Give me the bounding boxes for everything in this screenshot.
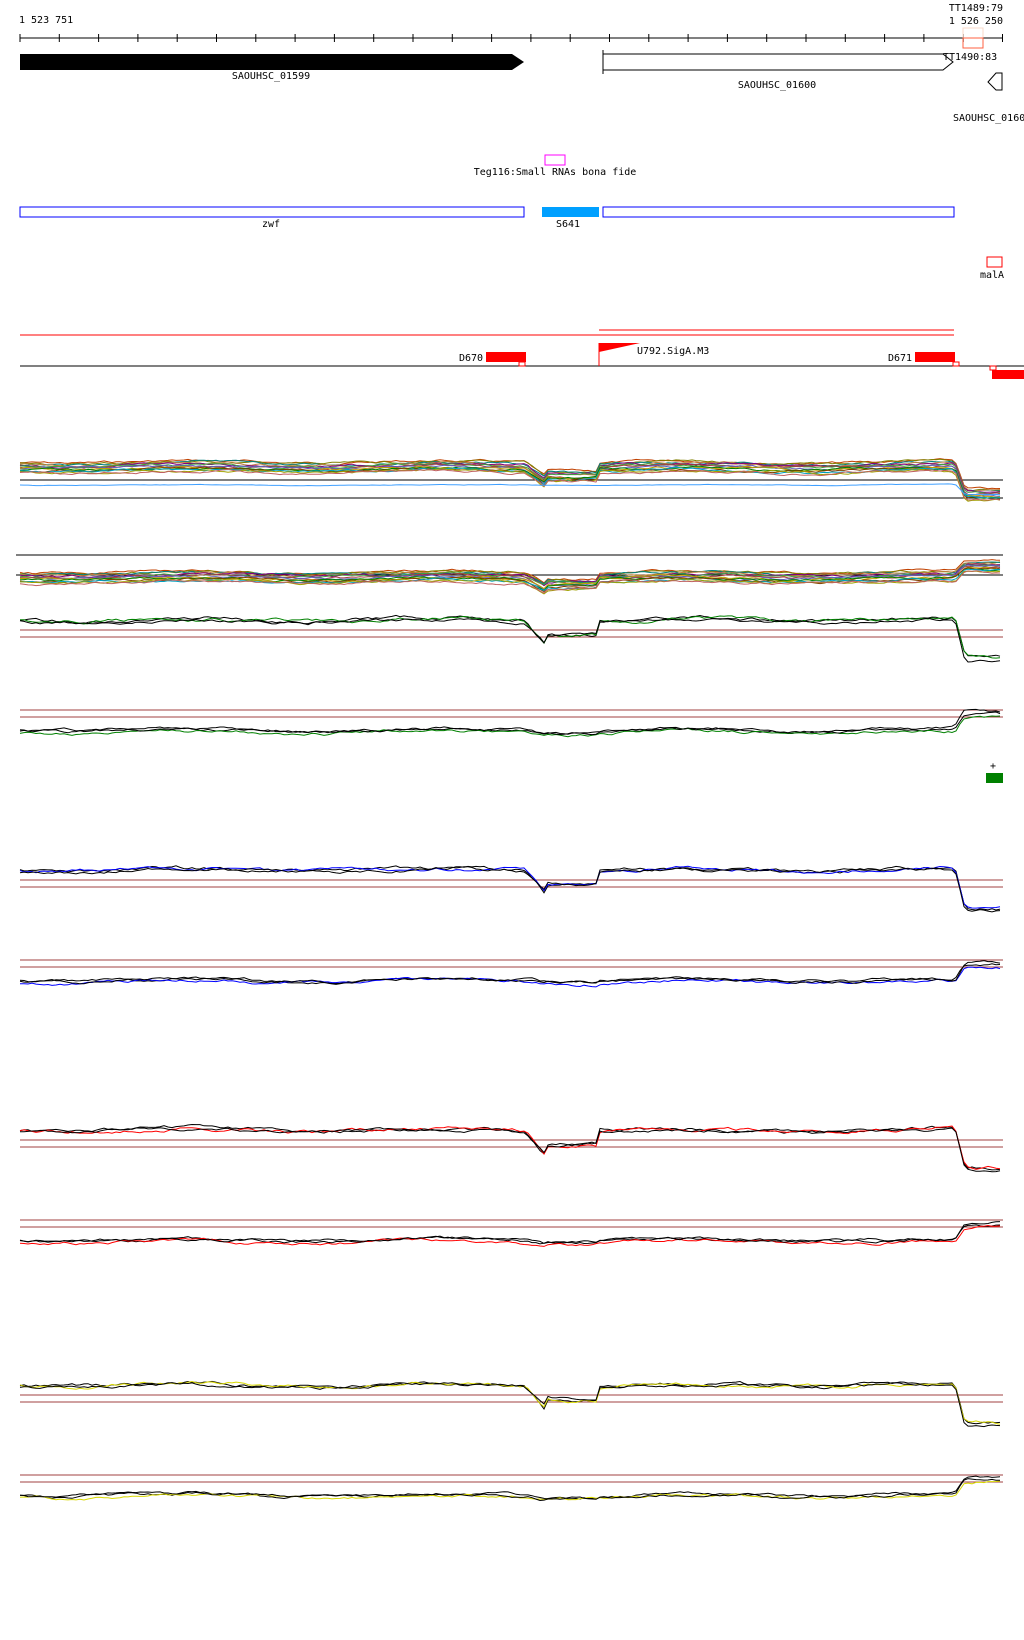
promoter-label: U792.SigA.M3 (637, 346, 709, 357)
expression-trace (19, 614, 1001, 658)
gene-arrow-SAOUHSC_01599[interactable] (20, 54, 524, 70)
expression-trace (19, 459, 1001, 492)
ruler-start-label: 1 523 751 (19, 15, 73, 26)
promoter-feature[interactable] (992, 370, 1024, 379)
promoter-label: D670 (459, 353, 483, 364)
ruler-end-overlap-label: TT1489:79 (949, 3, 1003, 14)
expression-trace (19, 570, 1001, 594)
expression-trace (19, 1125, 1001, 1170)
promoter-D671[interactable] (915, 352, 955, 362)
marker-box[interactable] (986, 773, 1003, 783)
gene-label: SAOUHSC_01600 (738, 80, 816, 91)
expression-trace (19, 465, 1001, 499)
expression-trace (19, 617, 1001, 663)
srna-label: Teg116:Small RNAs bona fide (474, 167, 637, 178)
expression-trace (19, 1127, 1001, 1173)
expression-trace (19, 715, 1001, 738)
gene-arrow-SAOUHSC_01600[interactable] (602, 53, 954, 71)
expression-trace (19, 708, 1001, 736)
expression-trace (19, 1480, 1001, 1501)
ruler-end-label: 1 526 250 (949, 16, 1003, 27)
expression-trace (19, 568, 1001, 591)
expression-trace (19, 1475, 1001, 1500)
expression-trace (20, 966, 1001, 988)
promoter-D670[interactable] (486, 352, 526, 362)
promoter-U792[interactable] (599, 343, 640, 352)
operon-feature[interactable] (602, 206, 955, 218)
expression-trace (19, 1224, 1001, 1245)
operon-S641[interactable] (542, 207, 599, 217)
gene-label: SAOUHSC_0160 (953, 113, 1024, 124)
expression-trace (19, 1221, 1001, 1245)
operon-zwf[interactable] (19, 206, 525, 218)
srna-feature[interactable] (544, 154, 566, 166)
expression-trace (19, 563, 1001, 587)
expression-trace (19, 463, 1001, 495)
ruler-highlight-box (962, 37, 984, 49)
expression-trace (19, 468, 1001, 501)
mala-feature[interactable] (986, 256, 1003, 268)
ruler-highlight (962, 27, 984, 39)
expression-trace (19, 865, 1001, 911)
expression-trace (19, 1478, 1001, 1502)
expression-trace (19, 466, 1001, 499)
expression-trace (19, 483, 1001, 496)
expression-trace (19, 561, 1001, 585)
gene-arrow-SAOUHSC_0160[interactable] (987, 72, 1003, 91)
expression-trace (19, 1382, 1001, 1428)
expression-tracks (16, 458, 1003, 1502)
mala-label: malA (980, 270, 1004, 281)
expression-trace (19, 866, 1001, 913)
expression-trace (19, 960, 1001, 985)
marker-label: + (990, 761, 996, 772)
expression-trace (19, 1224, 1001, 1247)
operon-label: zwf (262, 219, 280, 230)
position-ruler[interactable] (19, 34, 1003, 42)
expression-trace (19, 1380, 1001, 1425)
gene-label: SAOUHSC_01599 (232, 71, 310, 82)
terminator-label: TT1490:83 (943, 52, 997, 63)
operon-label: S641 (556, 219, 580, 230)
expression-trace (19, 468, 1001, 502)
promoter-label: D671 (888, 353, 912, 364)
